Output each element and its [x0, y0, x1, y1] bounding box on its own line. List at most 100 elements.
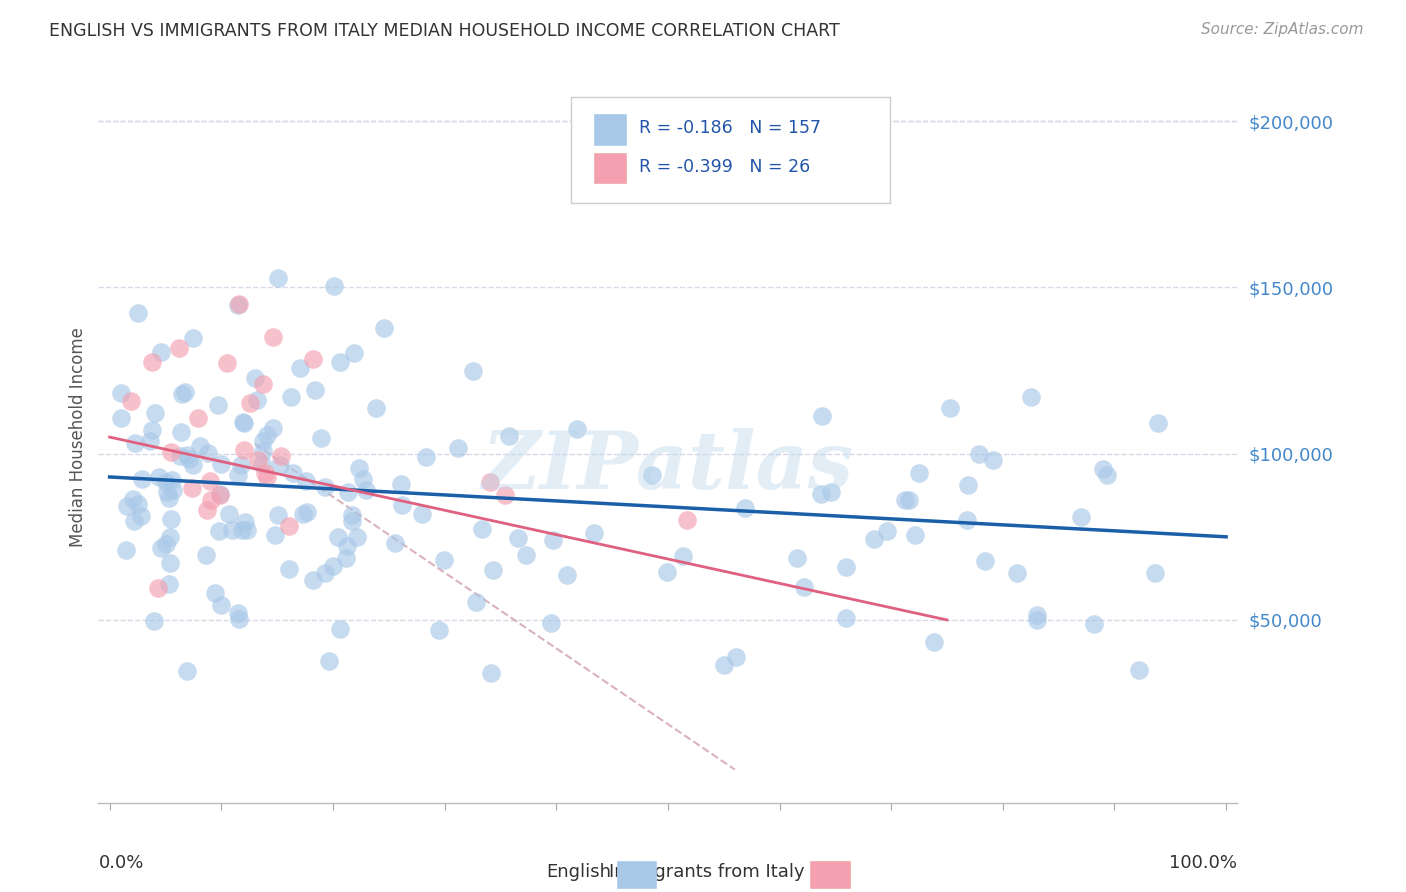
Point: [120, 393, 142, 408]
Point: [834, 560, 856, 574]
Point: [232, 415, 254, 429]
Point: [181, 458, 204, 473]
Point: [364, 401, 387, 415]
Point: [340, 514, 363, 528]
Point: [156, 485, 179, 500]
Point: [1095, 467, 1118, 482]
Point: [110, 411, 132, 425]
Point: [228, 606, 250, 620]
Point: [329, 622, 352, 636]
Point: [793, 580, 815, 594]
Point: [115, 499, 138, 513]
Point: [391, 498, 413, 512]
Point: [231, 458, 253, 472]
FancyBboxPatch shape: [617, 861, 657, 888]
Point: [973, 554, 995, 568]
Point: [724, 650, 747, 665]
Point: [433, 553, 456, 567]
Point: [141, 423, 163, 437]
Point: [340, 508, 363, 522]
Point: [233, 416, 256, 430]
Point: [323, 279, 346, 293]
Point: [337, 485, 360, 500]
Point: [226, 297, 249, 311]
Point: [1092, 462, 1115, 476]
Point: [295, 474, 318, 488]
Point: [239, 396, 262, 410]
Point: [149, 541, 172, 556]
Point: [170, 386, 193, 401]
Point: [167, 341, 190, 355]
Point: [314, 479, 336, 493]
Point: [174, 385, 197, 400]
Point: [252, 443, 274, 458]
Point: [657, 565, 679, 579]
Point: [329, 355, 352, 369]
Point: [226, 468, 249, 483]
Point: [188, 439, 211, 453]
Point: [127, 497, 149, 511]
Point: [1005, 566, 1028, 581]
Point: [1025, 607, 1047, 622]
Point: [295, 505, 318, 519]
FancyBboxPatch shape: [571, 97, 890, 203]
Point: [110, 386, 132, 401]
Point: [478, 475, 501, 489]
Point: [672, 549, 695, 563]
Point: [278, 519, 301, 533]
Point: [347, 461, 370, 475]
Point: [148, 470, 170, 484]
Point: [676, 513, 699, 527]
Point: [267, 508, 290, 522]
Y-axis label: Median Household Income: Median Household Income: [69, 327, 87, 547]
Point: [160, 444, 183, 458]
FancyBboxPatch shape: [593, 114, 626, 145]
Point: [252, 434, 274, 449]
Point: [176, 664, 198, 678]
Point: [1083, 617, 1105, 632]
Point: [463, 364, 485, 378]
Point: [253, 467, 276, 481]
Point: [264, 528, 287, 542]
Point: [195, 503, 218, 517]
Point: [1143, 566, 1166, 581]
Point: [204, 586, 226, 600]
Point: [384, 535, 406, 549]
Point: [162, 483, 184, 497]
Point: [820, 484, 842, 499]
Point: [811, 409, 834, 424]
Point: [641, 468, 664, 483]
Point: [157, 491, 180, 506]
Point: [200, 492, 222, 507]
Text: Source: ZipAtlas.com: Source: ZipAtlas.com: [1201, 22, 1364, 37]
Point: [278, 562, 301, 576]
Point: [314, 566, 336, 580]
Point: [176, 448, 198, 462]
Point: [981, 452, 1004, 467]
Point: [208, 488, 231, 502]
Point: [1070, 510, 1092, 524]
Point: [281, 466, 304, 480]
Point: [356, 483, 378, 498]
Point: [170, 425, 193, 439]
Point: [835, 611, 858, 625]
FancyBboxPatch shape: [810, 861, 851, 888]
Point: [301, 574, 323, 588]
Point: [215, 356, 238, 370]
Point: [231, 524, 253, 538]
Text: R = -0.186   N = 157: R = -0.186 N = 157: [640, 120, 821, 137]
Point: [149, 344, 172, 359]
Point: [494, 488, 516, 502]
Text: 0.0%: 0.0%: [98, 854, 143, 872]
Point: [389, 477, 412, 491]
Point: [335, 550, 357, 565]
Point: [713, 658, 735, 673]
Point: [1019, 391, 1042, 405]
Point: [810, 487, 832, 501]
Point: [541, 533, 564, 547]
Point: [121, 491, 143, 506]
Point: [908, 466, 931, 480]
Point: [208, 524, 231, 538]
Point: [209, 598, 232, 612]
Point: [232, 442, 254, 457]
